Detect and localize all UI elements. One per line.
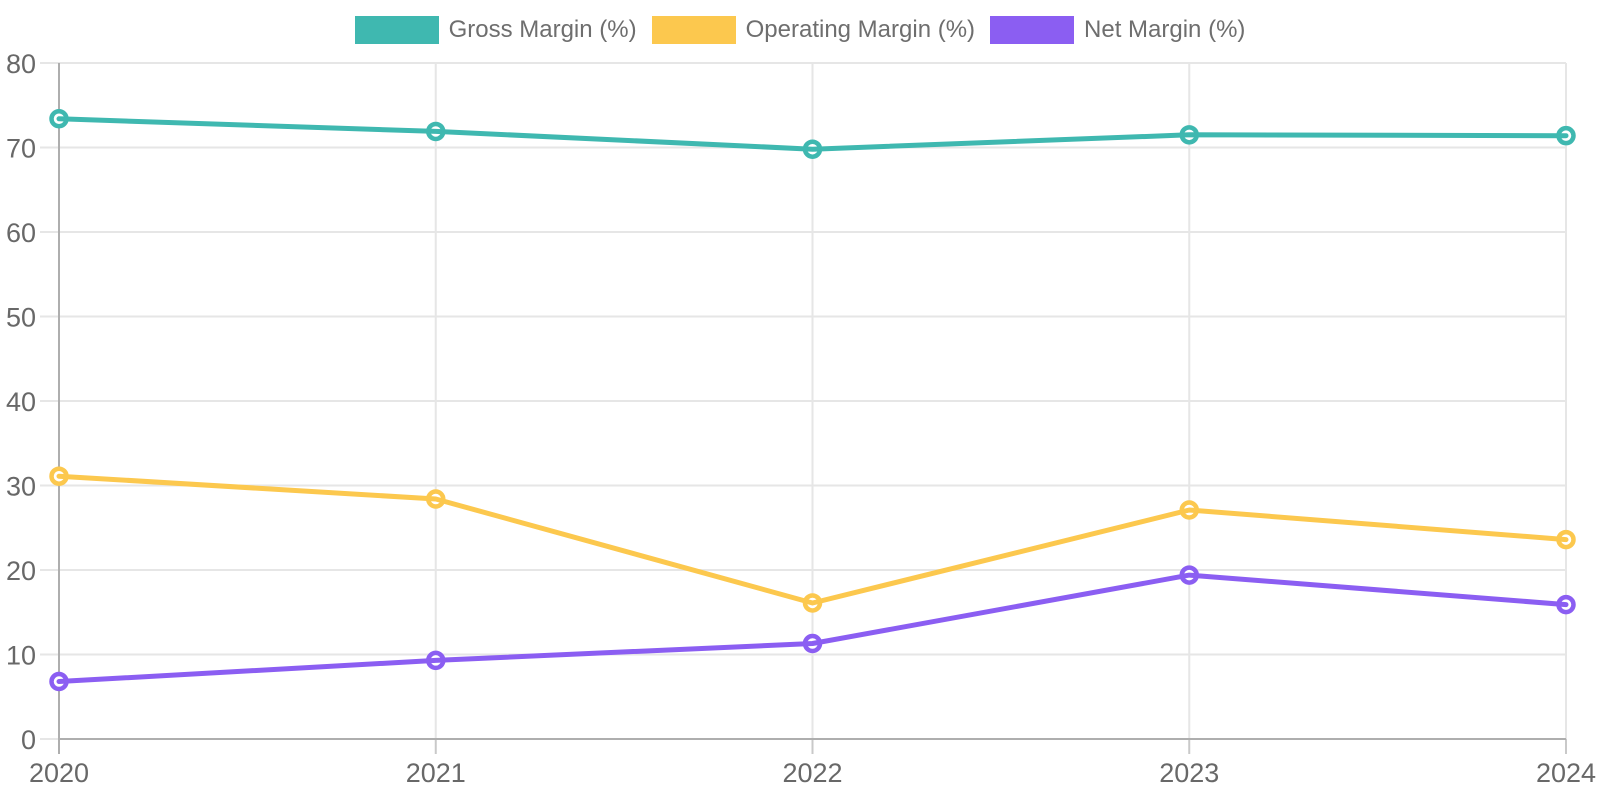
legend-swatch-icon — [354, 16, 439, 44]
legend-label: Gross Margin (%) — [448, 16, 637, 43]
y-tick-label: 50 — [6, 303, 36, 333]
y-tick-label: 40 — [6, 387, 36, 417]
y-tick-label: 0 — [21, 725, 36, 755]
x-tick-label: 2024 — [1536, 758, 1596, 788]
x-tick-label: 2020 — [29, 758, 89, 788]
x-tick-label: 2021 — [406, 758, 466, 788]
chart-legend: Gross Margin (%) Operating Margin (%) Net … — [0, 16, 1600, 44]
y-tick-label: 20 — [6, 556, 36, 586]
series-line-operating-margin — [56, 473, 1569, 606]
legend-item-operating-margin[interactable]: Operating Margin (%) — [651, 16, 976, 44]
y-tick-label: 80 — [6, 49, 36, 79]
x-tick-label: 2023 — [1159, 758, 1219, 788]
y-tick-label: 60 — [6, 218, 36, 248]
series-line-gross-margin — [56, 116, 1569, 152]
series-line-net-margin — [56, 572, 1569, 684]
x-tick-label: 2022 — [782, 758, 842, 788]
legend-label: Operating Margin (%) — [745, 16, 976, 43]
legend-swatch-icon — [651, 16, 736, 44]
y-tick-label: 10 — [6, 641, 36, 671]
y-tick-label: 30 — [6, 472, 36, 502]
legend-item-gross-margin[interactable]: Gross Margin (%) — [354, 16, 637, 44]
legend-swatch-icon — [990, 16, 1075, 44]
legend-label: Net Margin (%) — [1084, 16, 1246, 43]
y-tick-label: 70 — [6, 134, 36, 164]
legend-item-net-margin[interactable]: Net Margin (%) — [990, 16, 1245, 44]
